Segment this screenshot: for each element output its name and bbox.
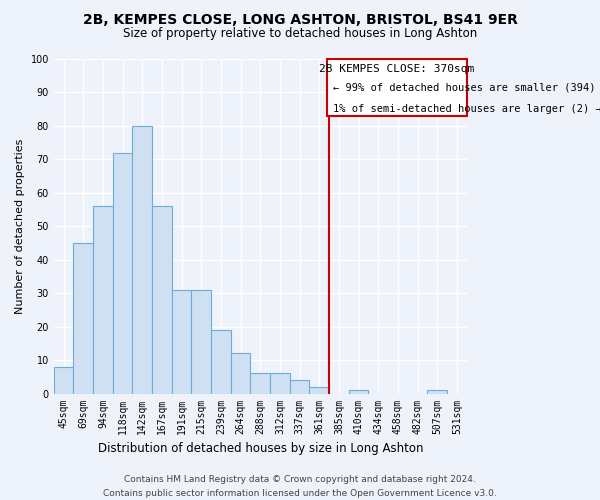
Bar (310, 387, 329, 394)
Bar (73, 243, 93, 394)
Text: 1% of semi-detached houses are larger (2) →: 1% of semi-detached houses are larger (2… (333, 104, 600, 114)
Text: Contains HM Land Registry data © Crown copyright and database right 2024.
Contai: Contains HM Land Registry data © Crown c… (103, 476, 497, 498)
Bar (172, 290, 191, 394)
X-axis label: Distribution of detached houses by size in Long Ashton: Distribution of detached houses by size … (98, 442, 423, 455)
Bar (54, 367, 73, 394)
Text: Size of property relative to detached houses in Long Ashton: Size of property relative to detached ho… (123, 28, 477, 40)
Bar (211, 330, 231, 394)
Bar (191, 290, 211, 394)
Bar (250, 374, 270, 394)
Bar (349, 390, 368, 394)
Bar (113, 152, 133, 394)
Text: 2B, KEMPES CLOSE, LONG ASHTON, BRISTOL, BS41 9ER: 2B, KEMPES CLOSE, LONG ASHTON, BRISTOL, … (83, 12, 517, 26)
Bar (231, 354, 250, 394)
Bar (133, 126, 152, 394)
Bar (290, 380, 310, 394)
Bar (427, 390, 447, 394)
Bar (152, 206, 172, 394)
Bar (270, 374, 290, 394)
Y-axis label: Number of detached properties: Number of detached properties (15, 138, 25, 314)
Bar (93, 206, 113, 394)
Text: 2B KEMPES CLOSE: 370sqm: 2B KEMPES CLOSE: 370sqm (319, 64, 475, 74)
Text: ← 99% of detached houses are smaller (394): ← 99% of detached houses are smaller (39… (333, 82, 596, 92)
FancyBboxPatch shape (327, 59, 467, 116)
